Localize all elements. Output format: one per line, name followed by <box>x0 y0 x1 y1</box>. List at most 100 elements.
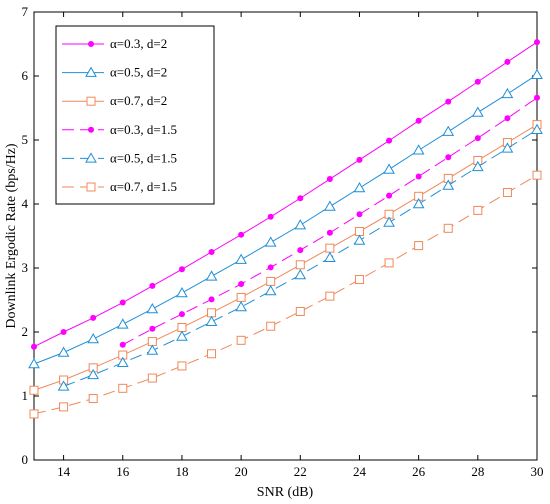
data-point <box>324 251 336 263</box>
data-point <box>326 176 333 183</box>
data-point <box>504 115 511 122</box>
legend-marker <box>88 41 94 47</box>
data-point <box>266 321 276 331</box>
legend-marker <box>86 96 96 106</box>
data-point <box>384 258 394 268</box>
legend-label: α=0.5, d=2 <box>110 65 167 80</box>
data-point <box>266 276 276 286</box>
data-point <box>29 409 39 419</box>
legend: α=0.3, d=2 α=0.5, d=2 α=0.7, d=2 α=0.3, d=1… <box>55 25 215 205</box>
data-point <box>297 247 304 254</box>
series-line <box>33 41 538 348</box>
axis-ticks: 14 16 18 20 22 24 26 28 30 0 1 2 3 4 5 6 7 <box>22 4 544 479</box>
data-point <box>504 58 511 65</box>
data-point <box>207 308 217 318</box>
data-point <box>531 68 543 79</box>
data-point <box>118 383 128 393</box>
series-line <box>33 74 538 365</box>
data-point <box>471 160 484 172</box>
series-line <box>33 174 538 415</box>
data-point <box>294 219 307 230</box>
data-point <box>28 357 40 369</box>
data-point <box>87 368 100 380</box>
x-axis-label: SNR (dB) <box>257 485 314 500</box>
data-point <box>119 341 126 348</box>
data-point <box>386 192 393 199</box>
data-point <box>326 229 333 236</box>
data-point <box>205 270 218 281</box>
legend-label: α=0.5, d=1.5 <box>110 150 177 165</box>
legend-label: α=0.7, d=1.5 <box>110 179 177 194</box>
legend-item: α=0.5, d=1.5 <box>62 150 177 165</box>
data-point <box>208 296 215 303</box>
x-tick-label: 22 <box>294 464 307 479</box>
data-point <box>294 269 307 280</box>
legend-item: α=0.3, d=1.5 <box>62 122 177 137</box>
x-tick-label: 16 <box>116 464 130 479</box>
data-point <box>532 170 542 180</box>
legend-marker <box>88 126 94 133</box>
data-point <box>176 330 188 341</box>
data-point <box>325 243 335 253</box>
x-tick-label: 26 <box>412 464 426 479</box>
data-point <box>235 253 247 264</box>
data-point <box>442 179 455 190</box>
data-point <box>295 307 305 317</box>
data-point <box>324 200 336 211</box>
y-tick-label: 2 <box>22 324 29 339</box>
legend-item: α=0.7, d=1.5 <box>62 179 177 194</box>
series-2 <box>28 68 543 369</box>
data-point <box>116 318 129 329</box>
legend-item: α=0.7, d=2 <box>62 93 167 108</box>
data-point <box>238 231 245 238</box>
series-4 <box>119 94 540 348</box>
data-point <box>443 223 453 233</box>
data-point <box>177 323 187 333</box>
x-tick-label: 14 <box>57 464 71 479</box>
data-point <box>119 299 126 306</box>
y-tick-label: 5 <box>22 132 29 147</box>
series-6 <box>29 170 542 419</box>
legend-marker <box>86 182 96 192</box>
data-point <box>207 349 217 359</box>
data-point <box>146 344 159 355</box>
data-point <box>238 281 245 287</box>
data-point <box>264 285 277 296</box>
data-point <box>383 163 395 174</box>
data-point <box>236 292 246 302</box>
legend-label: α=0.3, d=2 <box>110 36 167 51</box>
series-5 <box>57 123 543 391</box>
data-point <box>501 87 514 99</box>
data-point <box>353 234 366 245</box>
data-point <box>474 135 481 142</box>
data-point <box>325 291 335 301</box>
data-point <box>415 117 422 124</box>
data-point <box>178 311 185 318</box>
data-point <box>445 154 452 161</box>
y-tick-label: 4 <box>22 196 29 211</box>
data-point <box>149 325 156 332</box>
data-point <box>442 125 455 136</box>
data-point <box>208 249 215 255</box>
data-point <box>264 236 277 247</box>
data-point <box>87 333 100 344</box>
data-point <box>386 137 393 144</box>
data-point <box>356 211 363 218</box>
data-point <box>146 302 159 314</box>
data-point <box>473 205 483 215</box>
legend-label: α=0.3, d=1.5 <box>110 122 177 137</box>
legend-marker <box>85 66 97 77</box>
data-point <box>60 329 67 335</box>
data-point <box>414 241 424 251</box>
data-point <box>31 343 37 350</box>
data-point <box>415 173 422 180</box>
legend-marker <box>85 152 97 163</box>
legend-item: α=0.3, d=2 <box>62 36 167 51</box>
y-tick-label: 1 <box>22 388 29 403</box>
y-tick-label: 3 <box>22 260 29 275</box>
y-axis-label: Downlink Ergodic Rate (bps/Hz) <box>4 143 19 329</box>
data-point <box>354 227 364 237</box>
data-point <box>147 337 157 347</box>
series-1 <box>31 39 540 350</box>
data-point <box>116 356 129 367</box>
